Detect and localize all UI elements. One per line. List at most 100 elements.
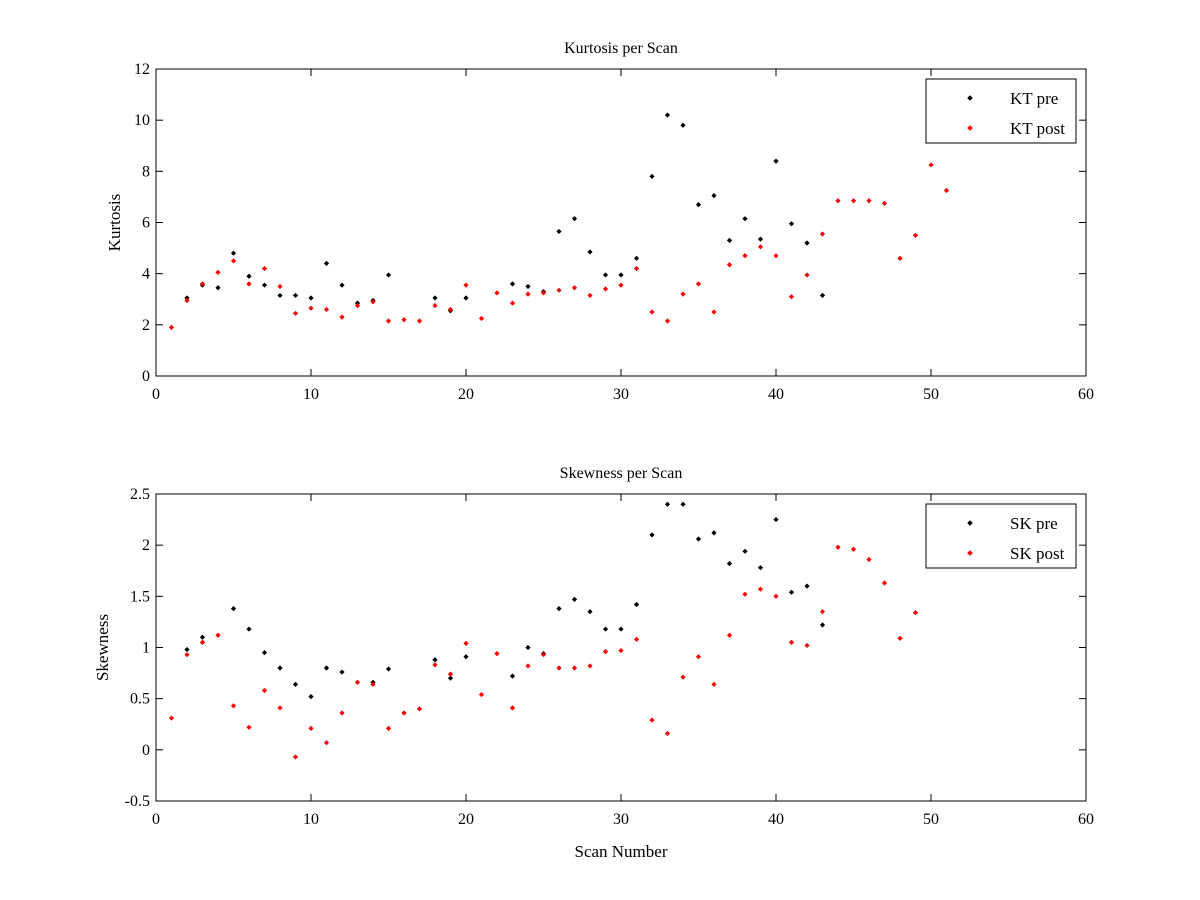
kurtosis-y-tick-label: 6 [142,215,150,232]
data-point-kt-post [788,294,795,300]
data-point-kt-pre [664,112,671,118]
data-point-kt-post [230,258,237,264]
kurtosis-x-tick-label: 40 [768,386,784,403]
data-point-sk-pre [308,694,314,700]
skewness-plot-title: Skewness per Scan [560,465,683,482]
data-point-sk-post [323,740,330,746]
data-point-sk-pre [277,665,283,671]
skewness-x-tick-label: 10 [303,811,319,828]
data-point-kt-post [277,283,283,290]
skewness-x-tick-label: 40 [768,811,784,828]
legend-marker-kt-post [967,125,973,131]
data-point-sk-post [866,556,872,563]
legend-label-kt-post: KT post [1010,119,1065,138]
data-point-sk-post [401,710,407,716]
data-point-sk-pre [571,596,578,603]
data-point-sk-post [261,687,268,694]
kurtosis-y-ticks: 0 2 4 6 8 10 12 [134,61,1086,385]
data-point-sk-post [757,586,764,592]
skewness-x-tick-label: 30 [613,811,629,828]
data-point-sk-post [556,665,562,671]
kurtosis-x-tick-label: 10 [303,386,319,403]
data-point-kt-pre [556,228,562,235]
data-point-sk-post [680,674,686,680]
data-point-sk-post [649,717,655,723]
data-point-sk-pre [602,626,609,632]
data-point-kt-pre [695,201,702,208]
data-point-kt-post [602,286,609,292]
skewness-y-tick-label: -0.5 [125,793,150,810]
skewness-y-ticks: -0.5 0 0.5 1 1.5 2 2.5 [125,486,1086,810]
data-point-kt-pre [788,221,795,227]
data-point-sk-pre [618,626,624,632]
skewness-points [168,501,919,760]
data-point-sk-pre [757,565,764,571]
kurtosis-x-tick-label: 30 [613,386,629,403]
data-point-kt-pre [587,249,593,255]
data-point-sk-pre [680,501,686,507]
data-point-sk-pre [556,606,562,612]
data-point-sk-pre [447,675,454,681]
data-point-sk-post [602,648,609,655]
kurtosis-y-tick-label: 2 [142,317,150,334]
data-point-kt-post [928,162,934,168]
data-point-sk-pre [199,634,206,640]
skewness-y-tick-label: 1 [142,640,150,657]
skewness-x-tick-label: 60 [1078,811,1094,828]
data-point-kt-post [354,303,361,309]
data-point-kt-post [881,200,888,206]
kurtosis-x-tick-label: 20 [458,386,474,403]
data-point-sk-post [897,635,903,641]
data-point-kt-pre [757,236,764,242]
data-point-kt-post [509,300,516,306]
data-point-sk-post [509,705,516,711]
data-point-kt-pre [339,282,345,288]
skewness-x-axis-label: Scan Number [574,842,667,861]
data-point-sk-post [230,703,237,709]
data-point-sk-post [292,754,299,760]
kurtosis-y-tick-label: 4 [142,266,150,283]
kurtosis-legend-box [925,78,1077,144]
data-point-sk-post [571,665,578,671]
data-point-sk-pre [804,583,810,589]
data-point-sk-post [540,652,547,658]
skewness-legend: SK pre SK post [925,503,1077,569]
data-point-sk-pre [509,673,516,679]
data-point-kt-post [261,265,268,272]
data-point-kt-post [943,187,950,194]
data-point-sk-post [804,642,810,649]
data-point-sk-post [277,705,283,711]
data-point-sk-pre [633,601,640,608]
data-point-sk-post [726,632,733,638]
data-point-kt-pre [308,295,314,301]
data-point-kt-post [370,299,376,305]
data-point-kt-pre [711,193,717,199]
data-point-sk-pre [726,560,733,567]
data-point-sk-pre [323,665,330,671]
data-point-sk-pre [261,650,268,656]
data-point-sk-pre [664,501,671,507]
data-point-kt-post [726,262,733,268]
kurtosis-y-tick-label: 8 [142,163,150,180]
data-point-kt-post [757,244,764,250]
data-point-sk-post [215,632,221,638]
data-point-kt-pre [277,292,283,299]
data-point-kt-post [246,281,252,287]
legend-marker-kt-pre [967,95,973,101]
data-point-sk-pre [432,657,438,663]
data-point-kt-post [416,318,423,324]
data-point-sk-pre [649,532,655,538]
data-point-kt-pre [432,295,438,301]
data-point-kt-post [711,309,717,315]
data-point-kt-pre [215,285,221,291]
skewness-y-axis-label: Skewness [93,614,112,681]
data-point-sk-post [773,593,779,599]
data-point-sk-post [788,639,795,645]
legend-marker-sk-post [967,550,973,556]
data-point-kt-post [850,198,857,204]
data-point-kt-post [897,255,903,261]
data-point-kt-pre [246,273,252,279]
data-point-kt-pre [618,272,624,278]
data-point-sk-post [633,636,640,642]
kurtosis-y-axis-label: Kurtosis [105,194,124,252]
